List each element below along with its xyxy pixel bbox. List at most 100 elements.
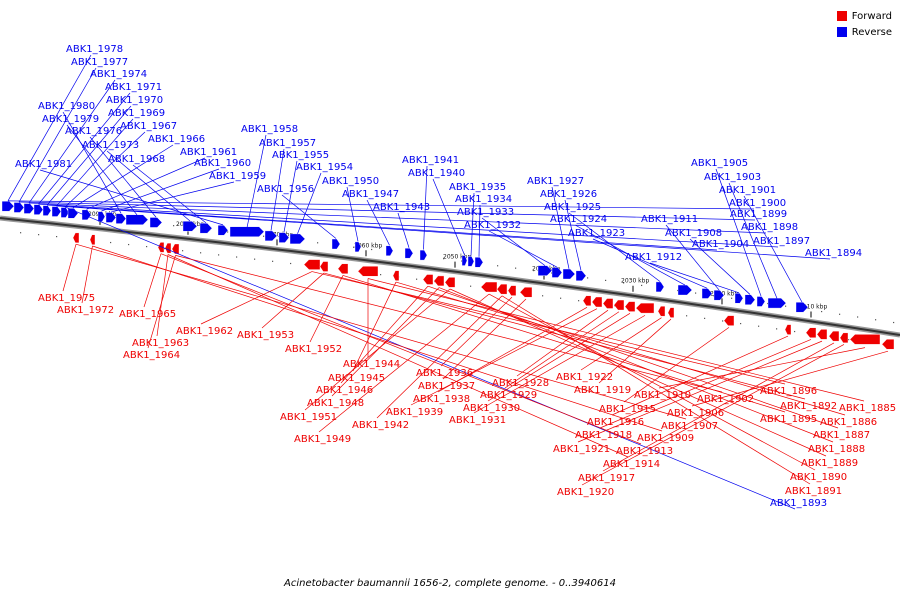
forward-gene-label[interactable]: ABK1_1914 xyxy=(603,459,660,470)
forward-gene-label[interactable]: ABK1_1902 xyxy=(697,394,754,405)
forward-gene-label[interactable]: ABK1_1918 xyxy=(575,430,632,441)
forward-gene-label[interactable]: ABK1_1892 xyxy=(780,401,837,412)
forward-gene-label[interactable]: ABK1_1921 xyxy=(553,444,610,455)
reverse-gene-arrow[interactable] xyxy=(115,213,127,224)
forward-gene-label[interactable]: ABK1_1910 xyxy=(634,390,691,401)
forward-gene-label[interactable]: ABK1_1930 xyxy=(463,403,520,414)
reverse-gene-label[interactable]: ABK1_1934 xyxy=(455,194,512,205)
forward-gene-label[interactable]: ABK1_1890 xyxy=(790,472,847,483)
reverse-gene-label[interactable]: ABK1_1905 xyxy=(691,158,748,169)
reverse-gene-label[interactable]: ABK1_1901 xyxy=(719,185,776,196)
forward-gene-label[interactable]: ABK1_1917 xyxy=(578,473,635,484)
forward-gene-label[interactable]: ABK1_1922 xyxy=(556,372,613,383)
forward-gene-arrow[interactable] xyxy=(624,301,636,312)
forward-gene-label[interactable]: ABK1_1886 xyxy=(820,417,877,428)
forward-gene-label[interactable]: ABK1_1972 xyxy=(57,305,114,316)
forward-gene-label[interactable]: ABK1_1895 xyxy=(760,414,817,425)
reverse-gene-label[interactable]: ABK1_1966 xyxy=(148,134,205,145)
forward-gene-arrow[interactable] xyxy=(881,339,895,350)
reverse-gene-arrow[interactable] xyxy=(385,245,394,256)
reverse-gene-label[interactable]: ABK1_1940 xyxy=(408,168,465,179)
reverse-gene-label[interactable]: ABK1_1932 xyxy=(464,220,521,231)
forward-gene-arrow[interactable] xyxy=(816,329,828,340)
reverse-gene-arrow[interactable] xyxy=(734,293,744,304)
forward-gene-arrow[interactable] xyxy=(480,281,498,293)
reverse-gene-label[interactable]: ABK1_1981 xyxy=(15,159,72,170)
forward-gene-arrow[interactable] xyxy=(657,306,666,317)
reverse-gene-arrow[interactable] xyxy=(767,297,787,309)
reverse-gene-label[interactable]: ABK1_1908 xyxy=(665,228,722,239)
reverse-gene-label[interactable]: ABK1_1903 xyxy=(704,172,761,183)
reverse-gene-label[interactable]: ABK1_1911 xyxy=(641,214,698,225)
reverse-gene-label[interactable]: ABK1_1959 xyxy=(209,171,266,182)
forward-gene-arrow[interactable] xyxy=(496,283,508,295)
forward-gene-label[interactable]: ABK1_1936 xyxy=(416,368,473,379)
forward-gene-label[interactable]: ABK1_1948 xyxy=(307,398,364,409)
reverse-gene-label[interactable]: ABK1_1973 xyxy=(82,140,139,151)
reverse-gene-arrow[interactable] xyxy=(42,205,52,216)
forward-gene-label[interactable]: ABK1_1953 xyxy=(237,330,294,341)
reverse-gene-label[interactable]: ABK1_1958 xyxy=(241,124,298,135)
reverse-gene-arrow[interactable] xyxy=(677,284,693,296)
reverse-gene-arrow[interactable] xyxy=(1,201,15,212)
forward-gene-label[interactable]: ABK1_1919 xyxy=(574,385,631,396)
forward-gene-label[interactable]: ABK1_1945 xyxy=(328,373,385,384)
reverse-gene-label[interactable]: ABK1_1976 xyxy=(65,126,122,137)
reverse-gene-arrow[interactable] xyxy=(149,217,163,228)
forward-gene-label[interactable]: ABK1_1951 xyxy=(280,412,337,423)
forward-gene-label[interactable]: ABK1_1942 xyxy=(352,420,409,431)
reverse-gene-arrow[interactable] xyxy=(713,290,725,301)
forward-gene-label[interactable]: ABK1_1896 xyxy=(760,386,817,397)
forward-gene-label[interactable]: ABK1_1938 xyxy=(413,394,470,405)
forward-gene-arrow[interactable] xyxy=(602,298,614,309)
forward-gene-label[interactable]: ABK1_1931 xyxy=(449,415,506,426)
reverse-gene-arrow[interactable] xyxy=(756,296,766,307)
reverse-gene-label[interactable]: ABK1_1956 xyxy=(257,184,314,195)
reverse-gene-arrow[interactable] xyxy=(419,249,428,261)
reverse-gene-arrow[interactable] xyxy=(562,268,576,280)
reverse-gene-label[interactable]: ABK1_1955 xyxy=(272,150,329,161)
forward-gene-arrow[interactable] xyxy=(635,302,655,314)
forward-gene-label[interactable]: ABK1_1975 xyxy=(38,293,95,304)
forward-gene-label[interactable]: ABK1_1885 xyxy=(839,403,896,414)
reverse-gene-arrow[interactable] xyxy=(264,230,278,242)
forward-gene-arrow[interactable] xyxy=(613,299,625,311)
forward-gene-arrow[interactable] xyxy=(507,285,517,296)
reverse-gene-label[interactable]: ABK1_1967 xyxy=(120,121,177,132)
reverse-gene-label[interactable]: ABK1_1923 xyxy=(568,228,625,239)
forward-gene-arrow[interactable] xyxy=(591,296,603,308)
forward-gene-arrow[interactable] xyxy=(357,266,379,277)
forward-gene-arrow[interactable] xyxy=(519,287,533,298)
reverse-gene-label[interactable]: ABK1_1970 xyxy=(106,95,163,106)
reverse-gene-label[interactable]: ABK1_1971 xyxy=(105,82,162,93)
forward-gene-arrow[interactable] xyxy=(319,261,329,272)
reverse-gene-arrow[interactable] xyxy=(182,221,198,232)
forward-gene-label[interactable]: ABK1_1887 xyxy=(813,430,870,441)
forward-gene-arrow[interactable] xyxy=(839,332,849,344)
reverse-gene-label[interactable]: ABK1_1961 xyxy=(180,147,237,158)
forward-gene-label[interactable]: ABK1_1888 xyxy=(808,444,865,455)
forward-gene-label[interactable]: ABK1_1906 xyxy=(667,408,724,419)
reverse-gene-label[interactable]: ABK1_1978 xyxy=(66,44,123,55)
reverse-gene-arrow[interactable] xyxy=(217,225,229,236)
reverse-gene-arrow[interactable] xyxy=(229,226,265,237)
reverse-gene-label[interactable]: ABK1_1927 xyxy=(527,176,584,187)
forward-gene-label[interactable]: ABK1_1944 xyxy=(343,359,400,370)
forward-gene-arrow[interactable] xyxy=(422,274,434,285)
forward-gene-arrow[interactable] xyxy=(157,242,165,253)
reverse-gene-arrow[interactable] xyxy=(289,233,306,245)
forward-gene-label[interactable]: ABK1_1964 xyxy=(123,350,180,361)
reverse-gene-arrow[interactable] xyxy=(404,248,414,259)
reverse-gene-arrow[interactable] xyxy=(278,232,290,243)
reverse-gene-label[interactable]: ABK1_1900 xyxy=(729,198,786,209)
forward-gene-label[interactable]: ABK1_1939 xyxy=(386,407,443,418)
reverse-gene-label[interactable]: ABK1_1943 xyxy=(373,202,430,213)
reverse-gene-label[interactable]: ABK1_1912 xyxy=(625,252,682,263)
reverse-gene-label[interactable]: ABK1_1947 xyxy=(342,189,399,200)
reverse-gene-label[interactable]: ABK1_1977 xyxy=(71,57,128,68)
reverse-gene-label[interactable]: ABK1_1925 xyxy=(544,202,601,213)
reverse-gene-arrow[interactable] xyxy=(331,238,341,250)
reverse-gene-arrow[interactable] xyxy=(13,202,25,213)
reverse-gene-label[interactable]: ABK1_1950 xyxy=(322,176,379,187)
reverse-gene-label[interactable]: ABK1_1926 xyxy=(540,189,597,200)
